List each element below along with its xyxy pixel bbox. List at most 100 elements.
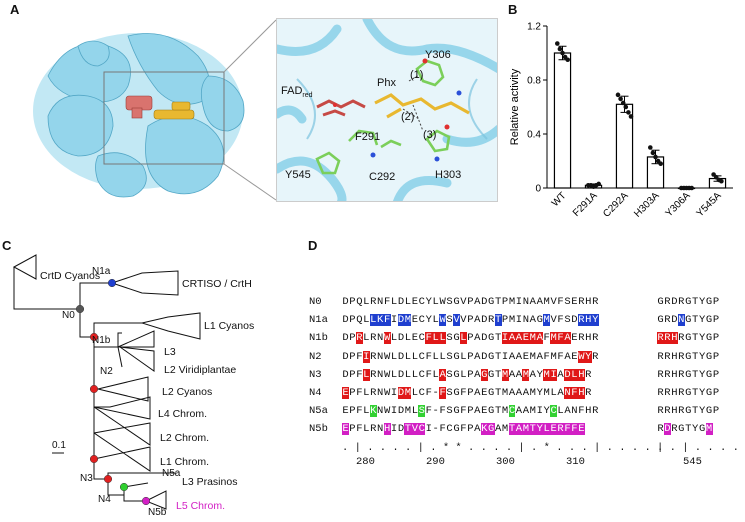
residue: P bbox=[467, 423, 474, 436]
residue: M bbox=[529, 350, 536, 363]
residue: R bbox=[657, 405, 664, 418]
residue: A bbox=[515, 332, 523, 345]
x-tick-label: Y545A bbox=[695, 190, 724, 219]
residue: D bbox=[342, 332, 349, 345]
residue: G bbox=[705, 332, 713, 345]
residue: A bbox=[564, 332, 571, 345]
panel-c-letter: C bbox=[2, 238, 12, 253]
residue: R bbox=[678, 296, 685, 308]
alignment-row-tail: GRDRGTYGP bbox=[657, 296, 719, 308]
bar-chart-bars bbox=[553, 45, 727, 190]
residue: R bbox=[585, 387, 592, 399]
residue: I bbox=[501, 350, 509, 363]
residue: G bbox=[453, 350, 460, 363]
residue: N bbox=[564, 387, 571, 399]
data-point bbox=[648, 145, 653, 150]
residue: L bbox=[550, 387, 557, 399]
residue: A bbox=[557, 368, 564, 381]
residue: P bbox=[467, 332, 474, 345]
residue: A bbox=[564, 350, 571, 363]
residue: P bbox=[712, 350, 720, 363]
alignment-row-id: N1a bbox=[309, 314, 328, 327]
residue: L bbox=[432, 368, 439, 381]
residue: Q bbox=[356, 314, 363, 327]
residue: G bbox=[453, 423, 460, 436]
residue: W bbox=[439, 296, 446, 308]
residue: N bbox=[677, 314, 685, 327]
residue: S bbox=[446, 332, 453, 345]
residue: F bbox=[425, 350, 432, 363]
position-number: 300 bbox=[496, 455, 515, 468]
residue: L bbox=[570, 368, 578, 381]
residue: L bbox=[439, 350, 446, 363]
node-label-n3: N3 bbox=[80, 473, 93, 484]
residue: T bbox=[494, 405, 502, 418]
node-label-n1a: N1a bbox=[92, 266, 111, 277]
residue: G bbox=[488, 405, 495, 418]
residue: R bbox=[657, 387, 664, 399]
residue: L bbox=[460, 368, 467, 381]
residue: A bbox=[522, 387, 529, 399]
residue: V bbox=[453, 314, 460, 327]
residue: C bbox=[418, 350, 425, 363]
residue: A bbox=[536, 332, 544, 345]
tree-node-n2 bbox=[89, 384, 99, 394]
data-point bbox=[628, 114, 634, 119]
residue: Y bbox=[425, 314, 432, 327]
fad-label: FADred bbox=[281, 85, 313, 99]
residue: W bbox=[383, 368, 391, 381]
residue: P bbox=[467, 350, 474, 363]
residue: K bbox=[376, 314, 384, 327]
residue: A bbox=[515, 405, 523, 418]
alignment-row-sequence: DPFLRNWLDLLCFLASGLPAGGTMAAMAYMIADLHR bbox=[342, 368, 592, 381]
residue: P bbox=[349, 423, 356, 436]
residue: T bbox=[494, 387, 502, 399]
residue: F bbox=[543, 350, 550, 363]
residue: P bbox=[349, 314, 356, 327]
residue: G bbox=[705, 296, 713, 308]
residue: G bbox=[685, 332, 692, 345]
residue: M bbox=[543, 296, 550, 308]
fad-label-subscript: red bbox=[302, 92, 313, 100]
node-label-n5b: N5b bbox=[148, 507, 167, 518]
residue: R bbox=[664, 368, 671, 381]
node-label-n1b: N1b bbox=[92, 335, 111, 346]
panel-d-letter: D bbox=[308, 238, 318, 253]
node-label-n4: N4 bbox=[98, 494, 111, 505]
residue: F bbox=[425, 387, 432, 399]
position-number: 280 bbox=[356, 455, 375, 468]
residue: E bbox=[522, 350, 529, 363]
residue: F bbox=[564, 423, 571, 436]
residue: A bbox=[474, 314, 481, 327]
data-point bbox=[560, 50, 565, 56]
residue: T bbox=[692, 387, 699, 399]
residue: M bbox=[501, 387, 509, 399]
x-tick-label: WT bbox=[550, 190, 569, 209]
residue: S bbox=[446, 387, 453, 399]
data-point bbox=[623, 104, 629, 110]
fad-label-text: FAD bbox=[281, 85, 303, 97]
residue: F bbox=[460, 423, 467, 436]
residue: N bbox=[377, 296, 384, 308]
tree-node-n4 bbox=[103, 474, 113, 484]
residue: R bbox=[664, 296, 671, 308]
residue: S bbox=[446, 405, 453, 418]
residue: E bbox=[577, 423, 585, 436]
residue: N bbox=[377, 387, 384, 399]
residue: N bbox=[377, 405, 384, 418]
residue: H bbox=[383, 423, 391, 436]
residue: L bbox=[543, 423, 551, 436]
residue: H bbox=[671, 368, 678, 381]
residue: A bbox=[474, 387, 481, 399]
residue: R bbox=[657, 423, 664, 436]
residue: G bbox=[488, 368, 495, 381]
residue: E bbox=[411, 314, 418, 327]
y-axis-label: Relative activity bbox=[509, 68, 521, 145]
residue: A bbox=[564, 405, 571, 418]
alignment-row-sequence: DPRLRNWLDLECFLLSGLPADGTIAAEMAFMFAERHR bbox=[342, 332, 599, 345]
residue: F bbox=[356, 387, 363, 399]
residue: R bbox=[370, 296, 377, 308]
residue: R bbox=[664, 405, 671, 418]
residue: L bbox=[411, 405, 418, 418]
x-tick-label: C292A bbox=[601, 190, 631, 220]
